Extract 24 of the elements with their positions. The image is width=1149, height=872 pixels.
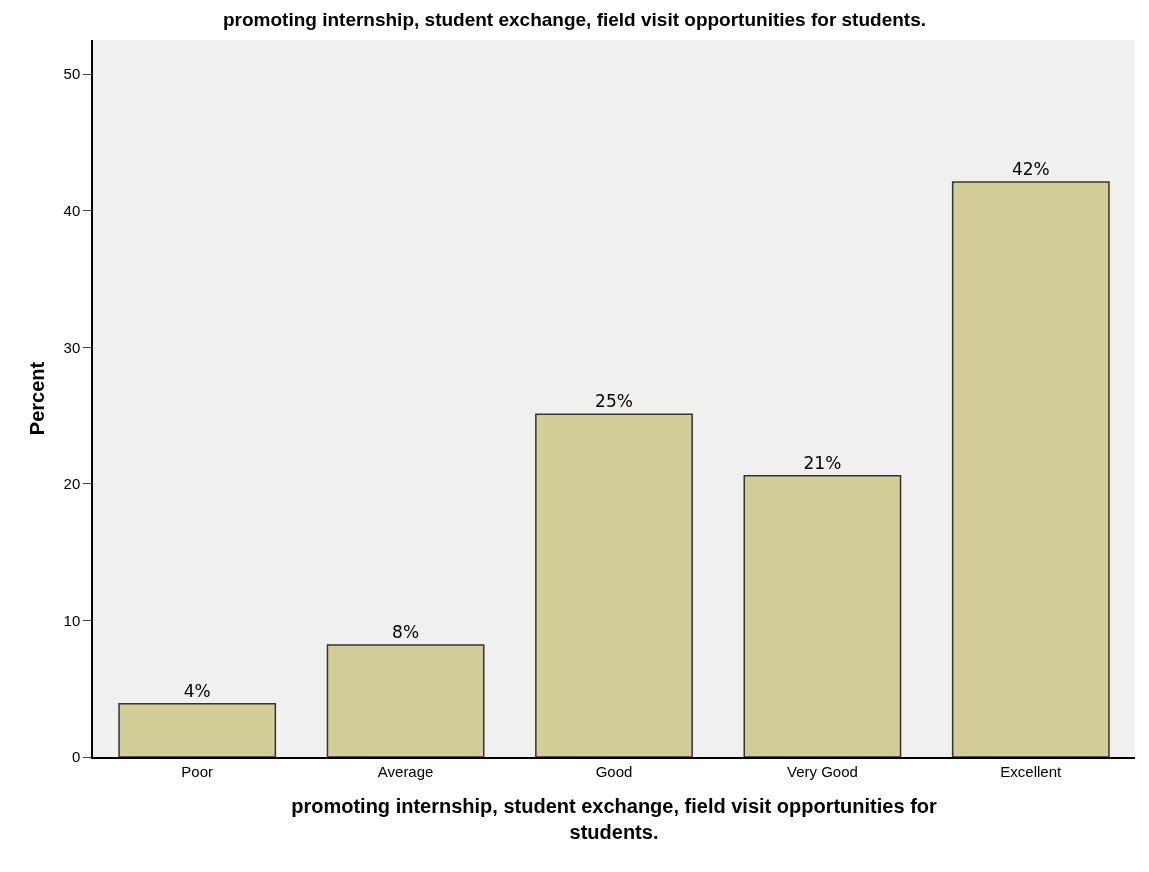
chart-title: promoting internship, student exchange, field visit opportunities for students. xyxy=(222,9,927,31)
y-tick-label: 20 xyxy=(63,475,81,493)
data-label: 8% xyxy=(392,622,420,643)
data-label: 21% xyxy=(803,452,842,473)
y-tick-label: 10 xyxy=(63,611,81,629)
x-tick-label: Average xyxy=(377,762,434,780)
bar xyxy=(326,644,485,757)
y-tick-label: 50 xyxy=(63,65,81,83)
bar xyxy=(951,181,1110,757)
x-tick-label: Excellent xyxy=(1000,762,1063,780)
x-tick-label: Very Good xyxy=(786,762,858,780)
data-label: 42% xyxy=(1011,159,1050,180)
y-tick-label: 0 xyxy=(71,748,81,766)
x-tick-label: Good xyxy=(595,762,633,780)
x-tick-label: Poor xyxy=(181,762,214,780)
y-tick-label: 30 xyxy=(63,338,81,356)
bar xyxy=(118,702,277,757)
y-axis-title: Percent xyxy=(25,361,48,436)
data-label: 25% xyxy=(595,391,633,412)
x-axis-title: promoting internship, student exchange, field visit opportunities for students. xyxy=(291,794,938,843)
y-tick-label: 40 xyxy=(63,201,81,219)
bar xyxy=(535,413,693,757)
bar xyxy=(743,474,902,757)
data-label: 4% xyxy=(183,680,211,701)
